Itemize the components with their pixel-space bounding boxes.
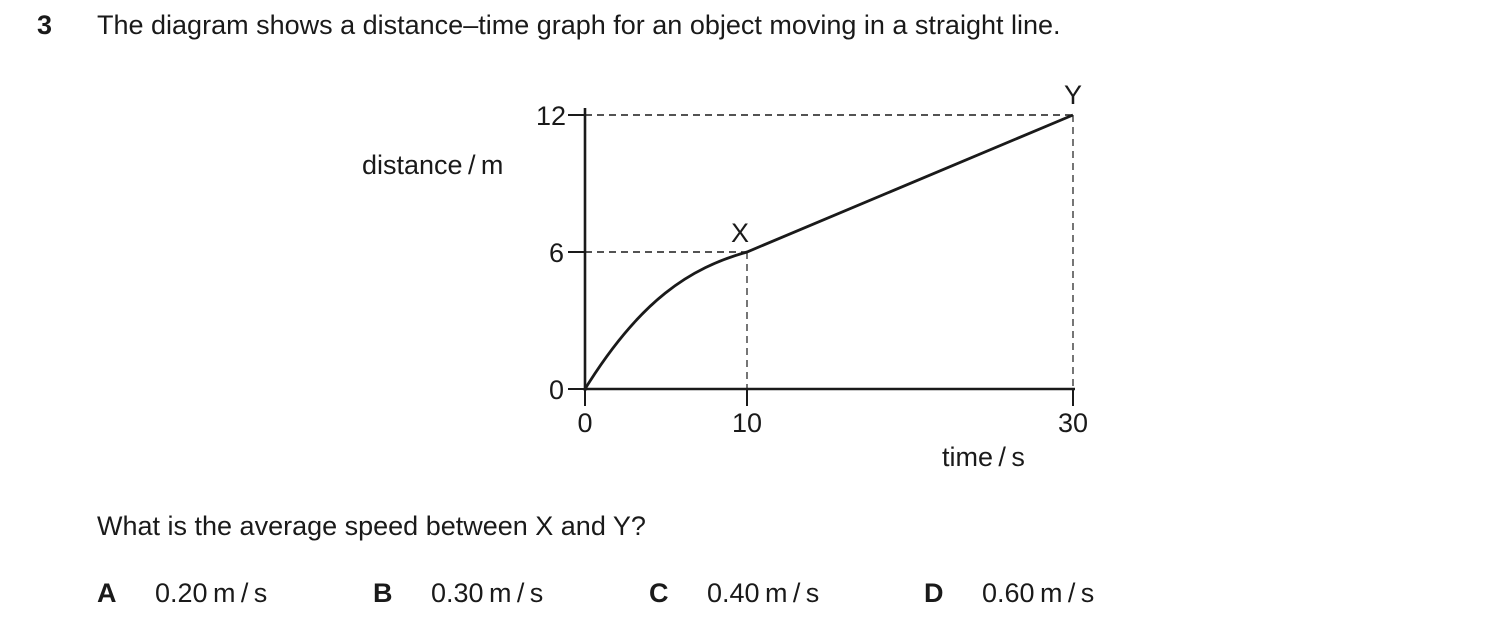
distance-time-graph: distance / m 0 6 12 0 10 30 time / s X Y [362,80,1088,472]
option-text: 0.40 m / s [707,578,820,608]
y-axis-label: distance / m [362,150,503,180]
option-letter: C [649,578,669,608]
y-tick-label-12: 12 [536,101,566,131]
option-text: 0.30 m / s [431,578,544,608]
option-a[interactable]: A 0.20 m / s [97,578,267,609]
option-text: 0.20 m / s [155,578,268,608]
option-d[interactable]: D 0.60 m / s [924,578,1094,609]
option-b[interactable]: B 0.30 m / s [373,578,543,609]
question-number: 3 [37,10,53,40]
y-tick-label-0: 0 [549,375,564,405]
x-tick-label-0: 0 [577,408,592,438]
option-c[interactable]: C 0.40 m / s [649,578,819,609]
option-letter: D [924,578,944,608]
point-label-y: Y [1064,80,1082,110]
x-axis-label: time / s [942,442,1025,472]
x-tick-label-10: 10 [732,408,762,438]
x-tick-label-30: 30 [1058,408,1088,438]
y-tick-label-6: 6 [549,238,564,268]
question-stem: The diagram shows a distance–time graph … [97,10,1061,40]
option-letter: A [97,578,117,608]
distance-time-curve [583,113,1074,390]
point-label-x: X [731,218,749,248]
option-letter: B [373,578,393,608]
question-prompt: What is the average speed between X and … [97,511,646,541]
option-text: 0.60 m / s [982,578,1095,608]
